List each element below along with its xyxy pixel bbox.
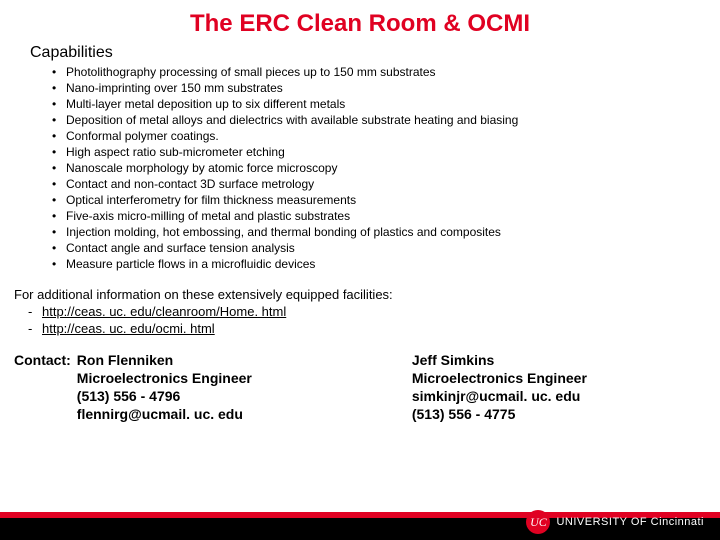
slide: The ERC Clean Room & OCMI Capabilities P… bbox=[0, 0, 720, 540]
capability-item: Contact angle and surface tension analys… bbox=[52, 240, 720, 256]
contact-right: Jeff SimkinsMicroelectronics Engineersim… bbox=[412, 351, 587, 423]
uc-logo-text: UNIVERSITY OF Cincinnati bbox=[556, 516, 704, 528]
capability-item: Conformal polymer coatings. bbox=[52, 128, 720, 144]
additional-info: For additional information on these exte… bbox=[0, 272, 720, 337]
info-links: http://ceas. uc. edu/cleanroom/Home. htm… bbox=[14, 303, 720, 337]
contact-line: Jeff Simkins bbox=[412, 351, 587, 369]
capability-item: Contact and non-contact 3D surface metro… bbox=[52, 176, 720, 192]
slide-title: The ERC Clean Room & OCMI bbox=[0, 0, 720, 38]
capability-item: Optical interferometry for film thicknes… bbox=[52, 192, 720, 208]
capability-item: Nanoscale morphology by atomic force mic… bbox=[52, 160, 720, 176]
capability-item: Deposition of metal alloys and dielectri… bbox=[52, 112, 720, 128]
info-link-item: http://ceas. uc. edu/cleanroom/Home. htm… bbox=[28, 303, 720, 320]
contact-line: Ron Flenniken bbox=[77, 351, 252, 369]
capabilities-list: Photolithography processing of small pie… bbox=[0, 64, 720, 272]
uc-logo-icon: UC bbox=[526, 510, 550, 534]
contact-line: (513) 556 - 4775 bbox=[412, 405, 587, 423]
contact-line: simkinjr@ucmail. uc. edu bbox=[412, 387, 587, 405]
contact-left: Ron FlennikenMicroelectronics Engineer(5… bbox=[77, 351, 252, 423]
capability-item: Multi-layer metal deposition up to six d… bbox=[52, 96, 720, 112]
contact-label: Contact: bbox=[14, 351, 71, 423]
capability-item: Injection molding, hot embossing, and th… bbox=[52, 224, 720, 240]
info-lead: For additional information on these exte… bbox=[14, 286, 720, 303]
capability-item: Five-axis micro-milling of metal and pla… bbox=[52, 208, 720, 224]
contact-line: flennirg@ucmail. uc. edu bbox=[77, 405, 252, 423]
info-link-item: http://ceas. uc. edu/ocmi. html bbox=[28, 320, 720, 337]
contacts: Contact: Ron FlennikenMicroelectronics E… bbox=[0, 337, 720, 423]
capabilities-heading: Capabilities bbox=[0, 38, 720, 64]
info-link[interactable]: http://ceas. uc. edu/ocmi. html bbox=[42, 321, 215, 336]
info-link[interactable]: http://ceas. uc. edu/cleanroom/Home. htm… bbox=[42, 304, 286, 319]
contact-line: Microelectronics Engineer bbox=[77, 369, 252, 387]
capability-item: Nano-imprinting over 150 mm substrates bbox=[52, 80, 720, 96]
capability-item: Measure particle flows in a microfluidic… bbox=[52, 256, 720, 272]
capability-item: Photolithography processing of small pie… bbox=[52, 64, 720, 80]
capability-item: High aspect ratio sub-micrometer etching bbox=[52, 144, 720, 160]
contact-line: (513) 556 - 4796 bbox=[77, 387, 252, 405]
uc-logo: UC UNIVERSITY OF Cincinnati bbox=[526, 510, 704, 534]
footer: UC UNIVERSITY OF Cincinnati bbox=[0, 512, 720, 540]
contact-line: Microelectronics Engineer bbox=[412, 369, 587, 387]
